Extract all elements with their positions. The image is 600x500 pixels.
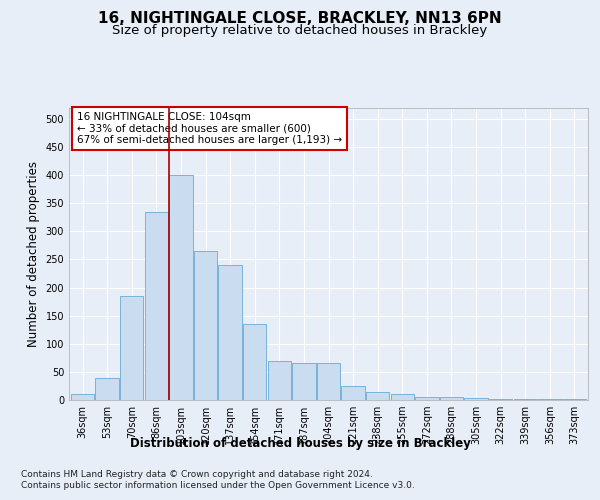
Text: 16 NIGHTINGALE CLOSE: 104sqm
← 33% of detached houses are smaller (600)
67% of s: 16 NIGHTINGALE CLOSE: 104sqm ← 33% of de… [77, 112, 342, 145]
Bar [489, 399, 512, 400]
Bar [268, 360, 291, 400]
Text: Distribution of detached houses by size in Brackley: Distribution of detached houses by size … [130, 438, 470, 450]
Bar [243, 324, 266, 400]
Bar [71, 394, 94, 400]
Bar [366, 392, 389, 400]
Bar [317, 364, 340, 400]
Bar [194, 251, 217, 400]
Bar [145, 212, 168, 400]
Bar [415, 397, 439, 400]
Bar [218, 265, 242, 400]
Bar [391, 394, 414, 400]
Bar [563, 399, 586, 400]
Bar [169, 175, 193, 400]
Bar [440, 397, 463, 400]
Bar [341, 386, 365, 400]
Bar [95, 378, 119, 400]
Text: Contains public sector information licensed under the Open Government Licence v3: Contains public sector information licen… [21, 481, 415, 490]
Bar [292, 364, 316, 400]
Text: 16, NIGHTINGALE CLOSE, BRACKLEY, NN13 6PN: 16, NIGHTINGALE CLOSE, BRACKLEY, NN13 6P… [98, 11, 502, 26]
Bar [120, 296, 143, 400]
Text: Contains HM Land Registry data © Crown copyright and database right 2024.: Contains HM Land Registry data © Crown c… [21, 470, 373, 479]
Text: Size of property relative to detached houses in Brackley: Size of property relative to detached ho… [112, 24, 488, 37]
Bar [464, 398, 488, 400]
Y-axis label: Number of detached properties: Number of detached properties [27, 161, 40, 347]
